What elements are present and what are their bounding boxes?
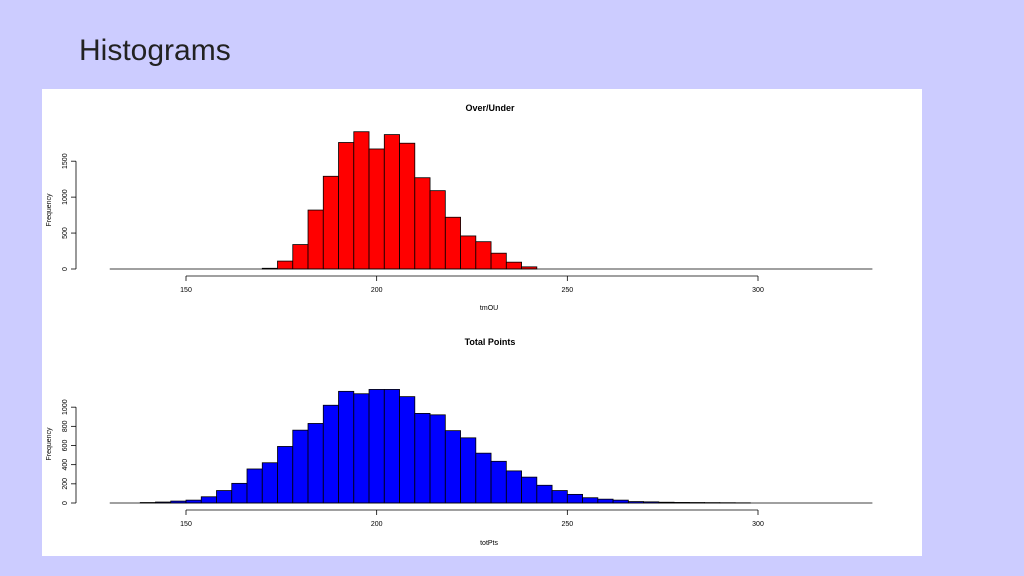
x-axis-label: totPts xyxy=(480,540,498,547)
x-axis-label: tmOU xyxy=(480,305,498,312)
histogram-bar xyxy=(338,142,355,270)
histogram-bar xyxy=(597,498,614,504)
histogram-bar xyxy=(277,446,294,504)
x-tick-label: 250 xyxy=(561,521,573,528)
x-tick-label: 300 xyxy=(752,287,764,294)
histogram-bar xyxy=(368,389,385,504)
histogram-bar xyxy=(505,470,522,504)
histogram-bar xyxy=(399,396,416,504)
histogram-bar xyxy=(185,499,202,504)
histogram-bar xyxy=(414,177,431,270)
x-tick-label: 200 xyxy=(371,287,383,294)
histogram-bar xyxy=(231,482,248,504)
y-tick-label: 800 xyxy=(62,420,69,432)
y-axis-label: Frequency xyxy=(46,193,53,227)
histogram-bar xyxy=(216,490,233,504)
histogram-bar xyxy=(582,497,599,504)
y-tick-label: 400 xyxy=(62,459,69,471)
y-tick-label: 0 xyxy=(62,501,69,505)
histogram-bar xyxy=(460,235,477,270)
histogram-bar xyxy=(383,389,400,504)
chart-title: Total Points xyxy=(465,337,516,347)
histogram-bar xyxy=(368,148,385,270)
histogram-bar xyxy=(505,261,522,270)
y-tick-label: 600 xyxy=(62,440,69,452)
x-tick-label: 150 xyxy=(180,521,192,528)
histogram-bar xyxy=(353,131,370,270)
histogram-bar xyxy=(383,134,400,270)
histogram-bar xyxy=(353,393,370,504)
slide-title: Histograms xyxy=(79,34,231,67)
histogram-bar xyxy=(261,462,278,504)
histogram-bar xyxy=(521,476,538,504)
histogram-bar xyxy=(475,241,492,270)
x-tick-label: 300 xyxy=(752,521,764,528)
histogram-bar xyxy=(307,209,324,270)
y-tick-label: 1000 xyxy=(62,399,69,415)
chart-title: Over/Under xyxy=(465,103,515,113)
x-tick-label: 250 xyxy=(561,287,573,294)
histogram-bar xyxy=(490,252,507,270)
histogram-bar xyxy=(551,490,568,504)
y-axis-label: Frequency xyxy=(46,427,53,461)
y-tick-label: 500 xyxy=(62,227,69,239)
histogram-bar xyxy=(322,175,339,270)
histogram-bar xyxy=(460,437,477,504)
histogram-bar xyxy=(429,414,446,504)
histogram-bar xyxy=(322,404,339,504)
histogram-bar xyxy=(429,190,446,270)
histogram-bar xyxy=(536,484,553,504)
histogram-bar xyxy=(292,244,309,270)
histogram-bar xyxy=(277,260,294,270)
y-tick-label: 1000 xyxy=(62,189,69,205)
histogram-bar xyxy=(292,429,309,504)
histogram-bar xyxy=(444,216,461,270)
histogram-bar xyxy=(200,496,217,504)
histogram-bar xyxy=(338,390,355,504)
histogram-bar xyxy=(566,493,583,504)
y-tick-label: 1500 xyxy=(62,153,69,169)
plot-panel: Over/Under 150 200 250 300 tmOU 0 500 1000 1500 Fr… xyxy=(42,89,922,556)
histogram-bar xyxy=(475,452,492,504)
y-tick-label: 200 xyxy=(62,478,69,490)
histogram-bar xyxy=(444,430,461,504)
histogram-bar xyxy=(490,460,507,504)
histogram-bar xyxy=(399,142,416,270)
histogram-bar xyxy=(246,468,263,504)
x-tick-label: 200 xyxy=(371,521,383,528)
histogram-bar xyxy=(307,423,324,504)
x-tick-label: 150 xyxy=(180,287,192,294)
histogram-bar xyxy=(414,412,431,504)
y-tick-label: 0 xyxy=(62,267,69,271)
histogram-bar xyxy=(612,499,629,504)
